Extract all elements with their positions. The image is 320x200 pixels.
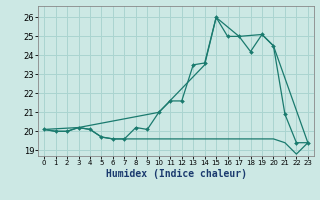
X-axis label: Humidex (Indice chaleur): Humidex (Indice chaleur) xyxy=(106,169,246,179)
